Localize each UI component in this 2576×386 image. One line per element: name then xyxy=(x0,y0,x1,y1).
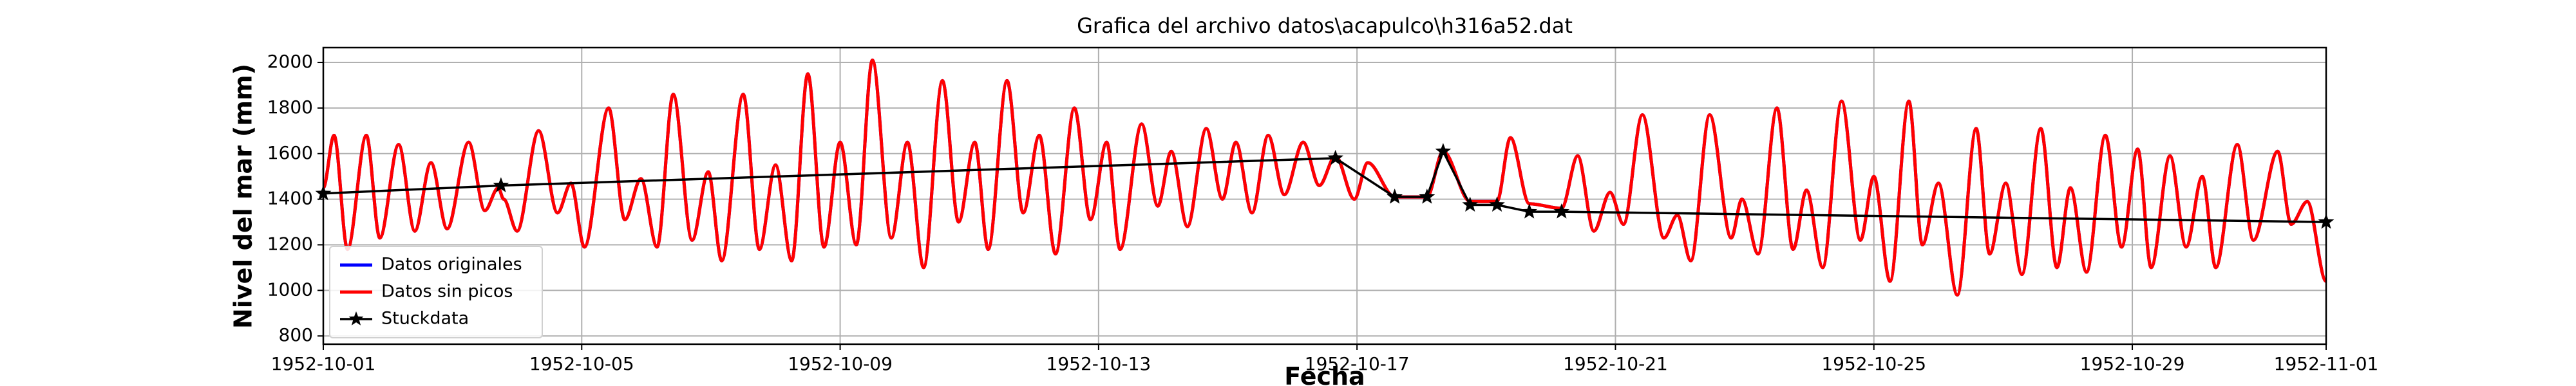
y-tick-label: 1600 xyxy=(267,142,313,163)
star-marker xyxy=(1419,188,1435,204)
y-tick-label: 2000 xyxy=(267,51,313,72)
x-tick-label: 1952-10-17 xyxy=(1305,353,1410,374)
x-tick-label: 1952-10-09 xyxy=(788,353,893,374)
y-tick-label: 800 xyxy=(279,324,313,345)
star-marker xyxy=(1553,203,1570,219)
legend-marker xyxy=(348,311,364,326)
y-axis-label: Nivel del mar (mm) xyxy=(229,64,258,329)
series-line xyxy=(323,150,2326,223)
legend-label: Datos originales xyxy=(381,255,522,275)
y-tick-label: 1200 xyxy=(267,234,313,255)
chart-title: Grafica del archivo datos\acapulco\h316a… xyxy=(1077,14,1573,38)
star-marker xyxy=(1435,143,1452,158)
star-marker xyxy=(1489,196,1505,212)
legend-label: Datos sin picos xyxy=(381,282,513,302)
x-tick-label: 1952-10-29 xyxy=(2080,353,2185,374)
x-tick-label: 1952-10-05 xyxy=(529,353,634,374)
star-marker xyxy=(1387,188,1403,204)
x-axis-label: Fecha xyxy=(1284,362,1365,386)
x-tick-label: 1952-10-21 xyxy=(1563,353,1668,374)
x-tick-label: 1952-10-13 xyxy=(1046,353,1151,374)
x-tick-label: 1952-10-25 xyxy=(1821,353,1926,374)
legend-label: Stuckdata xyxy=(381,309,469,329)
legend-box xyxy=(329,246,543,338)
x-tick-label: 1952-11-01 xyxy=(2274,353,2379,374)
y-tick-label: 1800 xyxy=(267,96,313,118)
star-marker xyxy=(493,177,509,192)
plot-frame xyxy=(322,46,2327,345)
series-line xyxy=(323,59,2326,297)
y-tick-label: 1000 xyxy=(267,279,313,300)
star-marker xyxy=(1521,203,1538,219)
y-tick-label: 1400 xyxy=(267,188,313,209)
star-marker xyxy=(1327,149,1344,165)
star-marker xyxy=(1462,196,1479,212)
x-tick-label: 1952-10-01 xyxy=(271,353,376,374)
